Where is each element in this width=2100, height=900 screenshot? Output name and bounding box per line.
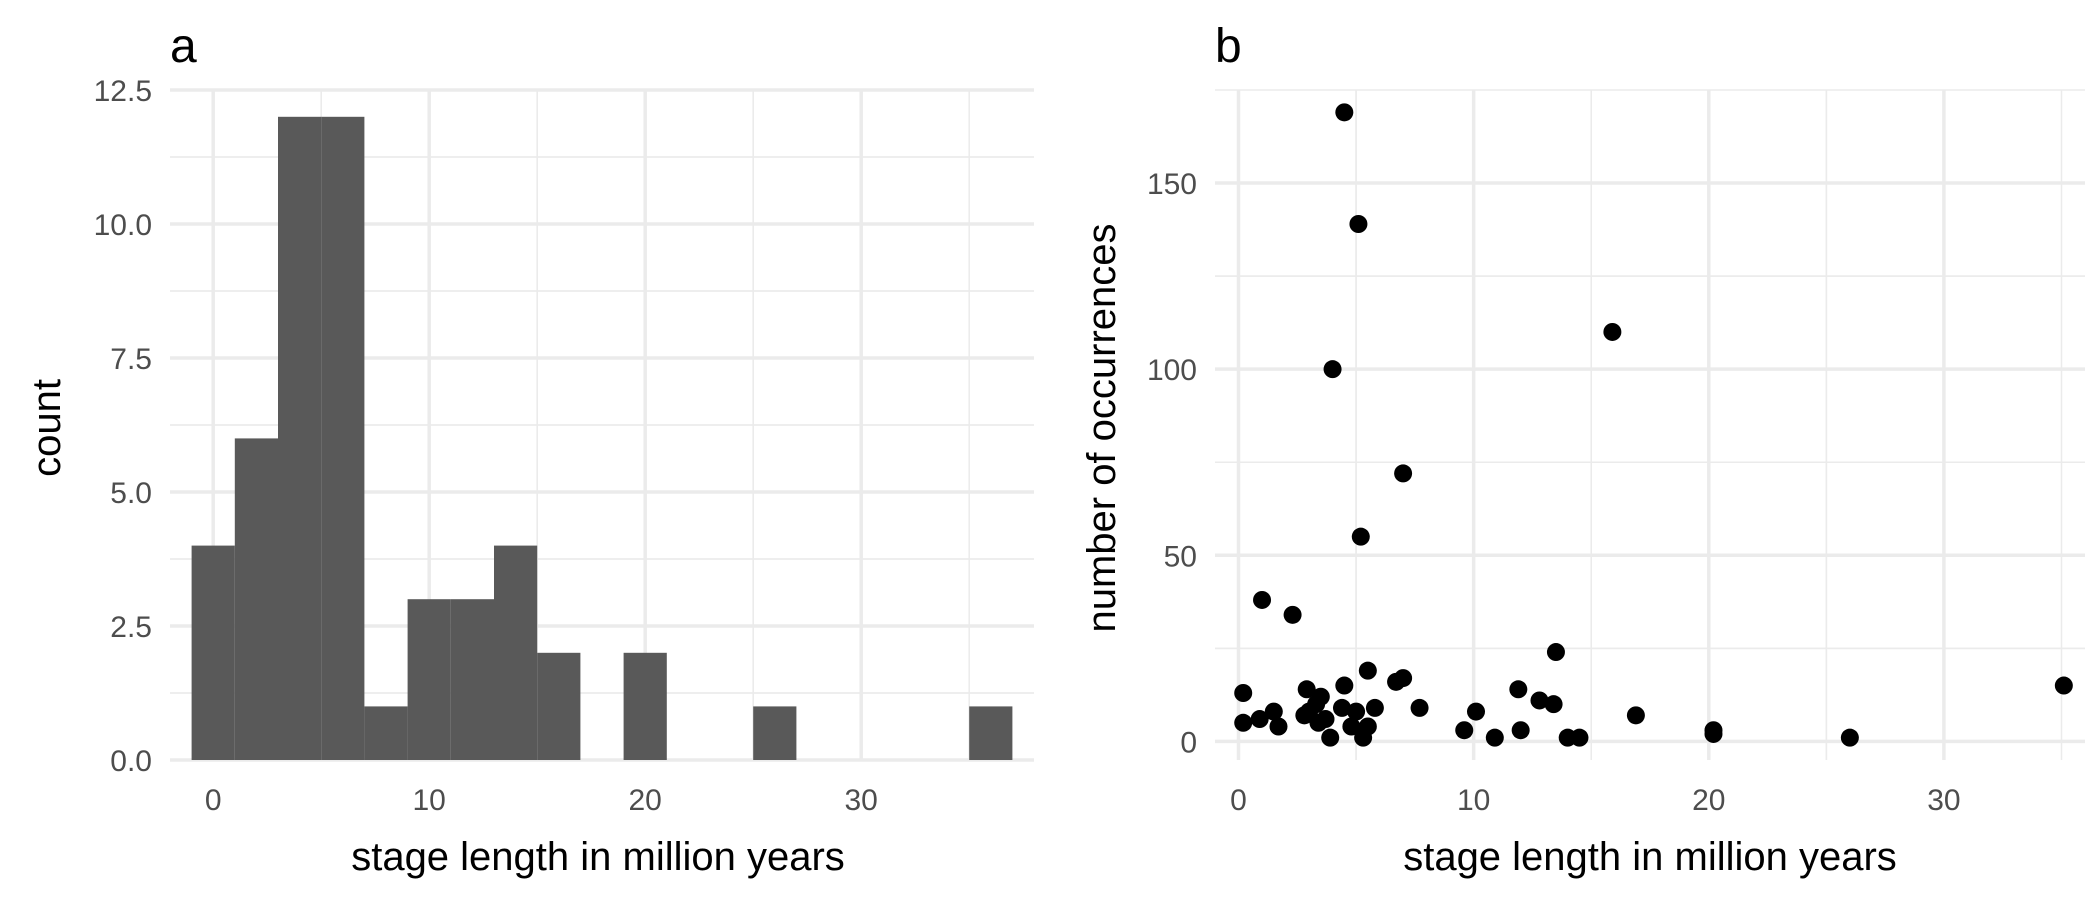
scatter-point xyxy=(1332,698,1351,717)
scatter-points xyxy=(1234,103,2073,747)
scatter-point xyxy=(1546,643,1565,662)
scatter-point xyxy=(1264,702,1283,721)
scatter-point xyxy=(1387,672,1406,691)
x-tick-label: 30 xyxy=(1927,784,1960,817)
histogram-bar xyxy=(407,599,451,760)
scatter-panel: 0 50 100 150 0 10 20 30 b stage length in mill… xyxy=(1080,20,2085,879)
x-tick-label: 20 xyxy=(629,784,662,817)
y-tick-label: 50 xyxy=(1164,540,1197,573)
panel-a-y-tick-labels: 0.0 2.5 5.0 7.5 10.0 12.5 xyxy=(94,75,152,778)
histogram-bar xyxy=(494,545,538,760)
panel-a-x-axis-title: stage length in million years xyxy=(351,835,845,879)
scatter-point xyxy=(1335,103,1354,122)
histogram-bar xyxy=(450,599,494,760)
scatter-point xyxy=(1358,661,1377,680)
panel-b-gridlines xyxy=(1215,89,2085,760)
panel-a-x-tick-labels: 0 10 20 30 xyxy=(205,784,878,817)
panel-b-x-tick-labels: 0 10 20 30 xyxy=(1230,784,1960,817)
panel-a-tag: a xyxy=(170,20,197,73)
y-tick-label: 7.5 xyxy=(110,343,152,376)
scatter-point xyxy=(1509,680,1528,699)
histogram-bar xyxy=(969,706,1013,760)
histogram-bar xyxy=(278,116,322,761)
scatter-point xyxy=(1530,691,1549,710)
histogram-bar xyxy=(234,438,278,760)
scatter-point xyxy=(1455,721,1474,740)
y-tick-label: 12.5 xyxy=(94,75,152,108)
x-tick-label: 10 xyxy=(413,784,446,817)
scatter-point xyxy=(1309,713,1328,732)
panel-b-x-axis-title: stage length in million years xyxy=(1403,835,1897,879)
scatter-point xyxy=(1394,464,1413,483)
x-tick-label: 20 xyxy=(1692,784,1725,817)
scatter-point xyxy=(1603,322,1622,341)
panel-a-y-axis-title: count xyxy=(25,379,69,477)
histogram-bar xyxy=(537,652,581,760)
scatter-point xyxy=(1354,728,1373,747)
scatter-point xyxy=(1342,717,1361,736)
scatter-point xyxy=(1351,527,1370,546)
scatter-point xyxy=(2054,676,2073,695)
y-tick-label: 10.0 xyxy=(94,209,152,242)
panel-b-y-tick-labels: 0 50 100 150 xyxy=(1147,168,1197,759)
scatter-point xyxy=(1269,717,1288,736)
y-tick-label: 0.0 xyxy=(110,745,152,778)
scatter-point xyxy=(1544,695,1563,714)
y-tick-label: 0 xyxy=(1180,726,1197,759)
scatter-point xyxy=(1234,684,1253,702)
x-tick-label: 30 xyxy=(845,784,878,817)
scatter-point xyxy=(1410,698,1429,717)
panel-b-y-axis-title: number of occurrences xyxy=(1080,223,1124,632)
scatter-point xyxy=(1347,702,1366,721)
panel-b-tag: b xyxy=(1215,20,1242,73)
scatter-point xyxy=(1323,360,1342,379)
scatter-point xyxy=(1626,706,1645,725)
y-tick-label: 100 xyxy=(1147,354,1197,387)
scatter-point xyxy=(1234,713,1253,732)
scatter-point xyxy=(1511,721,1530,740)
histogram-bar xyxy=(364,706,408,760)
y-tick-label: 2.5 xyxy=(110,611,152,644)
histogram-bar xyxy=(753,706,797,760)
scatter-point xyxy=(1253,590,1272,609)
histogram-bar xyxy=(191,545,235,760)
scatter-point xyxy=(1840,728,1859,747)
histogram-bar xyxy=(321,116,365,761)
histogram-panel: 0.0 2.5 5.0 7.5 10.0 12.5 0 10 20 30 a stage len… xyxy=(25,20,1034,879)
scatter-point xyxy=(1283,605,1302,624)
x-tick-label: 0 xyxy=(205,784,222,817)
histogram-bar xyxy=(623,652,667,760)
scatter-point xyxy=(1349,215,1368,233)
scatter-point xyxy=(1570,728,1589,747)
scatter-point xyxy=(1295,706,1314,725)
scatter-point xyxy=(1321,728,1340,747)
x-tick-label: 0 xyxy=(1230,784,1247,817)
y-tick-label: 150 xyxy=(1147,168,1197,201)
histogram-bars xyxy=(191,116,1013,761)
scatter-point xyxy=(1704,724,1723,743)
scatter-point xyxy=(1365,698,1384,717)
scatter-point xyxy=(1250,710,1269,729)
scatter-point xyxy=(1297,680,1316,699)
scatter-point xyxy=(1485,728,1504,747)
y-tick-label: 5.0 xyxy=(110,477,152,510)
scatter-point xyxy=(1335,676,1354,695)
x-tick-label: 10 xyxy=(1457,784,1490,817)
scatter-point xyxy=(1467,702,1485,721)
